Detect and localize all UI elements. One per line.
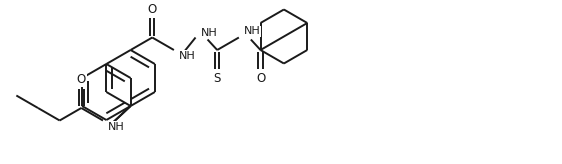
Text: O: O: [256, 72, 265, 85]
Text: NH: NH: [201, 28, 217, 38]
Text: O: O: [76, 73, 86, 86]
Text: NH: NH: [179, 51, 196, 61]
Text: NH: NH: [108, 122, 125, 132]
Text: S: S: [214, 72, 221, 85]
Text: NH: NH: [244, 27, 261, 37]
Text: O: O: [148, 3, 157, 16]
